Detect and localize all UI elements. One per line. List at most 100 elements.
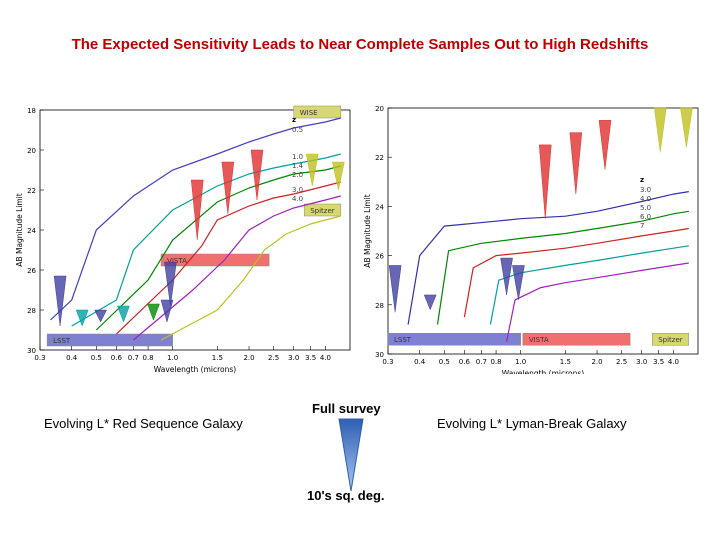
chart1-y-tick-label-4: 28 xyxy=(375,302,384,310)
chart0-filter-marker-2 xyxy=(250,149,264,201)
chart0-legend-entry-0: 0.5 xyxy=(292,126,303,134)
chart0-filter-marker-8 xyxy=(164,261,177,307)
chart1-legend-entry-3: 6.0 xyxy=(640,213,651,221)
chart1-survey-band-0 xyxy=(387,332,521,346)
chart1-series-line-1 xyxy=(436,210,689,325)
chart1-x-tick-label-5: 0.8 xyxy=(491,358,502,366)
chart0-y-tick-label-3: 24 xyxy=(27,227,36,235)
chart0-legend-entry-3: 2.0 xyxy=(292,171,303,179)
chart0-survey-band-0 xyxy=(293,105,342,119)
chart0-survey-band-1 xyxy=(303,203,342,217)
chart1-survey-label-2: Spitzer xyxy=(658,336,683,344)
chart1-x-tick-label-8: 2.0 xyxy=(591,358,602,366)
chart1-legend-entry-4: 7 xyxy=(640,222,644,230)
chart0-plot-area xyxy=(39,109,351,351)
chart1-survey-label-0: LSST xyxy=(394,336,412,344)
chart-red-sequence: WISE Spitzer VISTA LSST 0.3 0.4 0.5 0.6 0.7 0.8 1.… xyxy=(15,105,351,374)
chart0-legend-entry-1: 1.0 xyxy=(292,153,303,161)
chart0-x-tick-label-12: 4.0 xyxy=(320,354,331,362)
chart1-filter-marker-3 xyxy=(653,107,667,153)
chart-lyman-break: LSST VISTA Spitzer 0.3 0.4 0.5 0.6 0.7 0.8 1.0 1.5… xyxy=(363,105,699,374)
chart1-survey-band-2 xyxy=(651,332,690,346)
chart1-x-tick-label-0: 0.3 xyxy=(382,358,393,366)
chart1-legend-title: z xyxy=(640,176,644,184)
chart0-filter-marker-6 xyxy=(94,309,108,323)
chart1-y-tick-label-0: 20 xyxy=(375,105,384,113)
chart0-x-tick-label-4: 0.7 xyxy=(128,354,139,362)
chart0-y-tick-label-5: 28 xyxy=(27,307,36,315)
survey-depth-triangle xyxy=(338,418,364,492)
chart1-series-line-4 xyxy=(506,262,689,342)
chart1-filter-marker-7 xyxy=(500,257,513,296)
chart0-series-line-0 xyxy=(50,117,341,321)
chart0-series-line-5 xyxy=(160,215,341,341)
chart1-filter-marker-0 xyxy=(538,144,552,219)
chart0-legend-entry-5: 4.0 xyxy=(292,195,303,203)
survey-top-label: Full survey xyxy=(312,401,381,416)
chart0-x-tick-label-10: 3.0 xyxy=(288,354,299,362)
chart0-survey-label-3: LSST xyxy=(53,337,71,345)
chart1-series-line-0 xyxy=(407,191,689,325)
chart0-series-line-4 xyxy=(133,195,341,341)
chart0-x-tick-label-3: 0.6 xyxy=(111,354,123,362)
chart0-x-axis-label: Wavelength (microns) xyxy=(154,365,236,374)
chart1-y-tick-label-2: 24 xyxy=(375,203,384,211)
chart0-x-tick-label-8: 2.0 xyxy=(243,354,254,362)
chart0-x-tick-label-11: 3.5 xyxy=(305,354,316,362)
chart1-filter-marker-4 xyxy=(680,107,693,148)
chart1-x-tick-label-6: 1.0 xyxy=(515,358,526,366)
chart0-survey-label-2: VISTA xyxy=(167,257,187,265)
chart0-x-tick-label-5: 0.8 xyxy=(143,354,154,362)
chart1-legend-entry-1: 4.0 xyxy=(640,195,651,203)
chart0-survey-band-3 xyxy=(46,333,173,347)
chart0-filter-marker-4 xyxy=(332,161,345,191)
chart0-y-tick-label-0: 18 xyxy=(27,107,36,115)
chart1-x-tick-label-1: 0.4 xyxy=(414,358,426,366)
chart0-series-line-3 xyxy=(115,181,341,335)
page-title: The Expected Sensitivity Leads to Near C… xyxy=(71,36,649,53)
chart0-filter-marker-7 xyxy=(160,299,174,323)
chart1-series-line-3 xyxy=(489,245,689,325)
chart0-y-tick-label-4: 26 xyxy=(27,267,36,275)
chart0-filter-marker-9 xyxy=(75,309,89,327)
chart1-filter-marker-8 xyxy=(512,265,525,300)
chart0-x-tick-label-1: 0.4 xyxy=(66,354,78,362)
chart1-filter-marker-2 xyxy=(598,120,612,170)
caption-left: Evolving L* Red Sequence Galaxy xyxy=(44,416,243,431)
chart1-x-tick-label-11: 3.5 xyxy=(653,358,664,366)
chart1-x-tick-label-9: 2.5 xyxy=(616,358,627,366)
chart1-filter-marker-6 xyxy=(423,294,437,311)
chart0-filter-marker-5 xyxy=(53,275,67,327)
chart0-y-tick-label-2: 22 xyxy=(27,187,36,195)
chart1-x-axis-label: Wavelength (microns) xyxy=(502,369,584,374)
chart0-survey-label-0: WISE xyxy=(300,109,318,117)
chart1-survey-band-1 xyxy=(522,332,631,346)
chart1-filter-marker-5 xyxy=(388,265,402,313)
chart0-y-tick-label-1: 20 xyxy=(27,147,36,155)
chart0-filter-marker-0 xyxy=(190,179,204,241)
chart1-x-tick-label-3: 0.6 xyxy=(459,358,471,366)
chart1-x-tick-label-2: 0.5 xyxy=(439,358,450,366)
chart1-y-axis-label: AB Magnitude Limit xyxy=(363,194,372,267)
chart0-filter-marker-10 xyxy=(117,305,130,323)
chart0-filter-marker-11 xyxy=(147,303,160,321)
chart1-filter-marker-1 xyxy=(569,132,583,195)
chart0-x-tick-label-6: 1.0 xyxy=(167,354,178,362)
chart0-y-tick-label-6: 30 xyxy=(27,347,36,355)
chart1-x-tick-label-10: 3.0 xyxy=(636,358,647,366)
survey-bottom-label: 10's sq. deg. xyxy=(307,488,385,503)
chart1-y-tick-label-1: 22 xyxy=(375,154,384,162)
chart1-y-tick-label-3: 26 xyxy=(375,253,384,261)
chart0-survey-label-1: Spitzer xyxy=(310,207,335,215)
chart0-x-tick-label-7: 1.5 xyxy=(212,354,223,362)
chart0-filter-marker-3 xyxy=(305,153,319,187)
chart1-x-tick-label-7: 1.5 xyxy=(560,358,571,366)
chart0-y-axis-label: AB Magnitude Limit xyxy=(15,193,24,266)
chart0-legend-entry-4: 3.0 xyxy=(292,186,303,194)
chart1-legend-entry-2: 5.0 xyxy=(640,204,651,212)
chart0-x-tick-label-2: 0.5 xyxy=(91,354,102,362)
chart1-legend-entry-0: 3.0 xyxy=(640,186,651,194)
chart0-filter-marker-1 xyxy=(221,161,235,215)
chart1-survey-label-1: VISTA xyxy=(529,336,549,344)
chart1-series-line-2 xyxy=(463,227,689,318)
